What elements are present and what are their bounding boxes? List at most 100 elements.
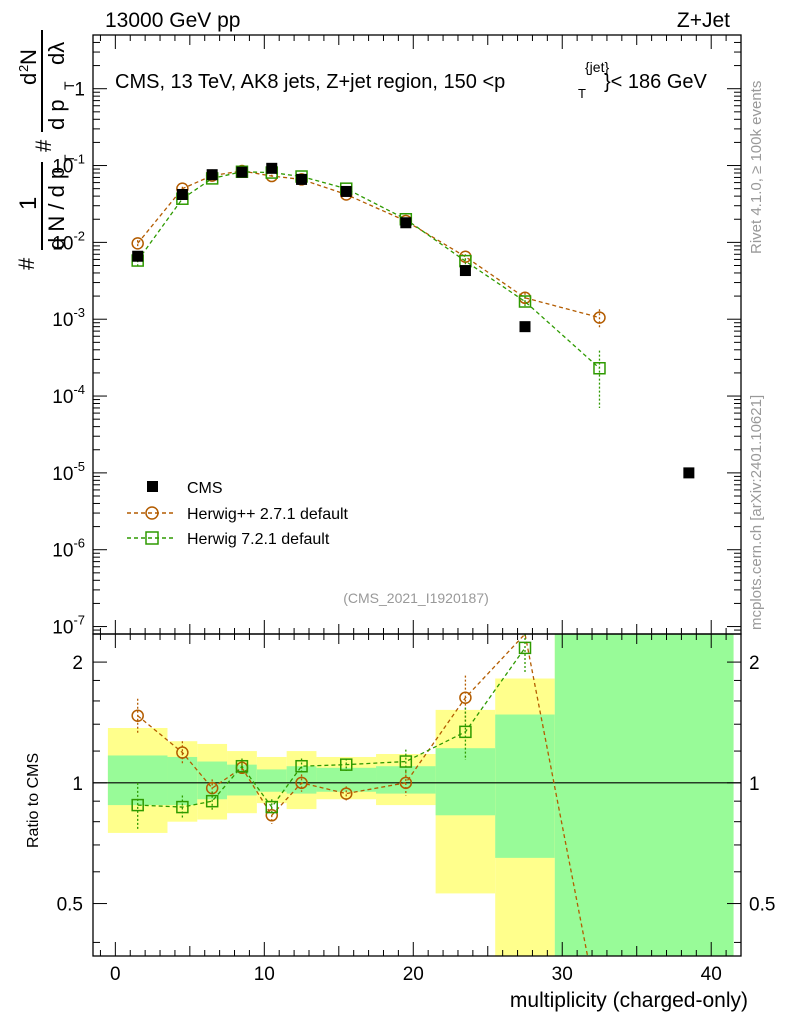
main-cms-point [176, 188, 188, 200]
band-inner-9 [495, 714, 555, 858]
ratio-herwig7-point [295, 759, 308, 773]
ylabel-d2N: d [16, 73, 41, 85]
ylabel-sub2: T [61, 81, 77, 90]
header-left: 13000 GeV pp [105, 9, 240, 32]
main-ytick-base: 10 [52, 618, 73, 639]
ratio-herwigpp-point [399, 776, 413, 790]
band-inner-6 [316, 767, 377, 792]
ylabel-dlambda: dλ [44, 42, 69, 65]
main-ytick-label: 10-1 [52, 152, 85, 178]
main-cms-point [340, 185, 352, 197]
ratio-herwig7-line [137, 647, 526, 809]
ylabel-hash1: # [14, 257, 39, 270]
main-title-sup: {jet} [585, 59, 609, 75]
xtick-label: 20 [403, 964, 424, 985]
ratio-herwig7-point [176, 800, 189, 814]
xtick-label: 0 [110, 964, 121, 985]
axes: 110-110-210-310-410-510-610-70 10 20 30 400.… [52, 34, 775, 985]
ratio-herwig7-point [131, 798, 144, 812]
main-title-sub: T [578, 86, 586, 101]
main-ytick-base: 10 [52, 464, 73, 485]
main-ytick-exp: -1 [73, 152, 85, 167]
ratio-ytick-label: 0.5 [57, 895, 83, 916]
ratio-herwig7-point [339, 758, 353, 771]
legend-marker-herwig7 [145, 531, 159, 545]
main-ytick-label: 10-6 [52, 536, 85, 562]
header-right: Z+Jet [677, 9, 730, 32]
rivet-label: Rivet 4.1.0, ≥ 100k events [748, 81, 765, 254]
legend-label-herwigpp: Herwig++ 2.7.1 default [187, 506, 349, 523]
main-ytick-label: 1 [74, 80, 85, 101]
main-ytick-label: 10-7 [52, 613, 85, 639]
ratio-herwig7-point [399, 755, 413, 768]
main-herwigpp-point [593, 311, 606, 324]
legend: CMS Herwig++ 2.7.1 default Herwig 7.2.1 … [127, 480, 349, 548]
main-title-prefix: CMS, 13 TeV, AK8 jets, Z+jet region, 150… [115, 71, 505, 93]
ratio-ytick-label-right: 0.5 [749, 895, 775, 916]
main-ytick-exp: -6 [73, 536, 85, 551]
main-ytick-label: 10-5 [52, 459, 85, 485]
main-ylabel: # 1 d N / d p T # d 2 N d p T dλ [14, 30, 77, 270]
ylabel-dpt: d p [44, 99, 69, 130]
main-cms-point [266, 162, 278, 174]
main-ytick-exp: -5 [73, 459, 85, 474]
main-ytick-base: 10 [52, 387, 73, 408]
main-herwig7-line [137, 171, 600, 369]
main-ytick-label: 10-3 [52, 305, 85, 331]
ratio-herwigpp-point [339, 787, 353, 800]
ratio-frame [92, 633, 742, 957]
ratio-ylabel: Ratio to CMS [25, 753, 42, 848]
main-ytick-base: 10 [52, 541, 73, 562]
ratio-herwig7-point [265, 800, 279, 814]
ratio-ytick-label-right: 2 [749, 653, 760, 674]
main-ytick-base: 10 [52, 310, 73, 331]
ylabel-dN: d N / d p [44, 167, 69, 250]
main-herwig7-point [518, 295, 532, 308]
main-ytick-label: 10-4 [52, 382, 85, 408]
analysis-id: (CMS_2021_I1920187) [343, 590, 489, 606]
ratio-ytick-label-right: 1 [749, 774, 760, 795]
ylabel-one: 1 [15, 197, 42, 210]
ratio-herwigpp-point [176, 746, 189, 759]
main-ytick-exp: -4 [73, 382, 85, 397]
ratio-ytick-label: 2 [72, 653, 83, 674]
main-cms-point [519, 321, 531, 333]
band-inner-10 [554, 634, 734, 956]
legend-marker-herwigpp [145, 506, 159, 520]
main-cms-point [683, 467, 695, 479]
band-inner-8 [435, 748, 496, 816]
main-cms-point [459, 265, 471, 277]
band-inner-0 [107, 755, 168, 806]
ratio-herwig7-point [205, 794, 219, 808]
main-title: CMS, 13 TeV, AK8 jets, Z+jet region, 150… [115, 71, 505, 93]
main-ytick-base: 10 [52, 157, 73, 178]
ylabel-sup2: 2 [16, 65, 31, 72]
legend-label-cms: CMS [187, 480, 223, 497]
main-ytick-label: 10-2 [52, 228, 85, 254]
legend-marker-cms [147, 481, 158, 492]
main-cms-point [132, 250, 144, 262]
x-axis-label: multiplicity (charged-only) [510, 989, 748, 1012]
xtick-label: 10 [254, 964, 275, 985]
main-herwigpp-point [131, 237, 144, 250]
ratio-herwig7-point [459, 725, 472, 739]
ratio-herwig7-point [235, 759, 249, 773]
main-ytick-exp: -2 [73, 228, 85, 243]
main-herwig7-point [593, 362, 606, 375]
legend-label-herwig7: Herwig 7.2.1 default [187, 531, 330, 548]
ratio-plot [131, 632, 589, 957]
main-title-suffix: }< 186 GeV [604, 71, 708, 93]
main-plot [131, 162, 695, 479]
main-herwigpp-line [137, 170, 600, 319]
band-inner-4 [256, 769, 287, 792]
main-cms-point [400, 217, 412, 229]
ratio-herwigpp-point [295, 776, 308, 790]
ylabel-sub: T [61, 154, 77, 163]
ratio-herwigpp-point [131, 709, 144, 722]
xtick-label: 40 [701, 964, 722, 985]
main-ytick-exp: -7 [73, 613, 85, 628]
ratio-herwig7-point [518, 641, 532, 655]
mcplots-label: mcplots.cern.ch [arXiv:2401.10621] [748, 395, 765, 630]
main-cms-point [296, 173, 308, 185]
